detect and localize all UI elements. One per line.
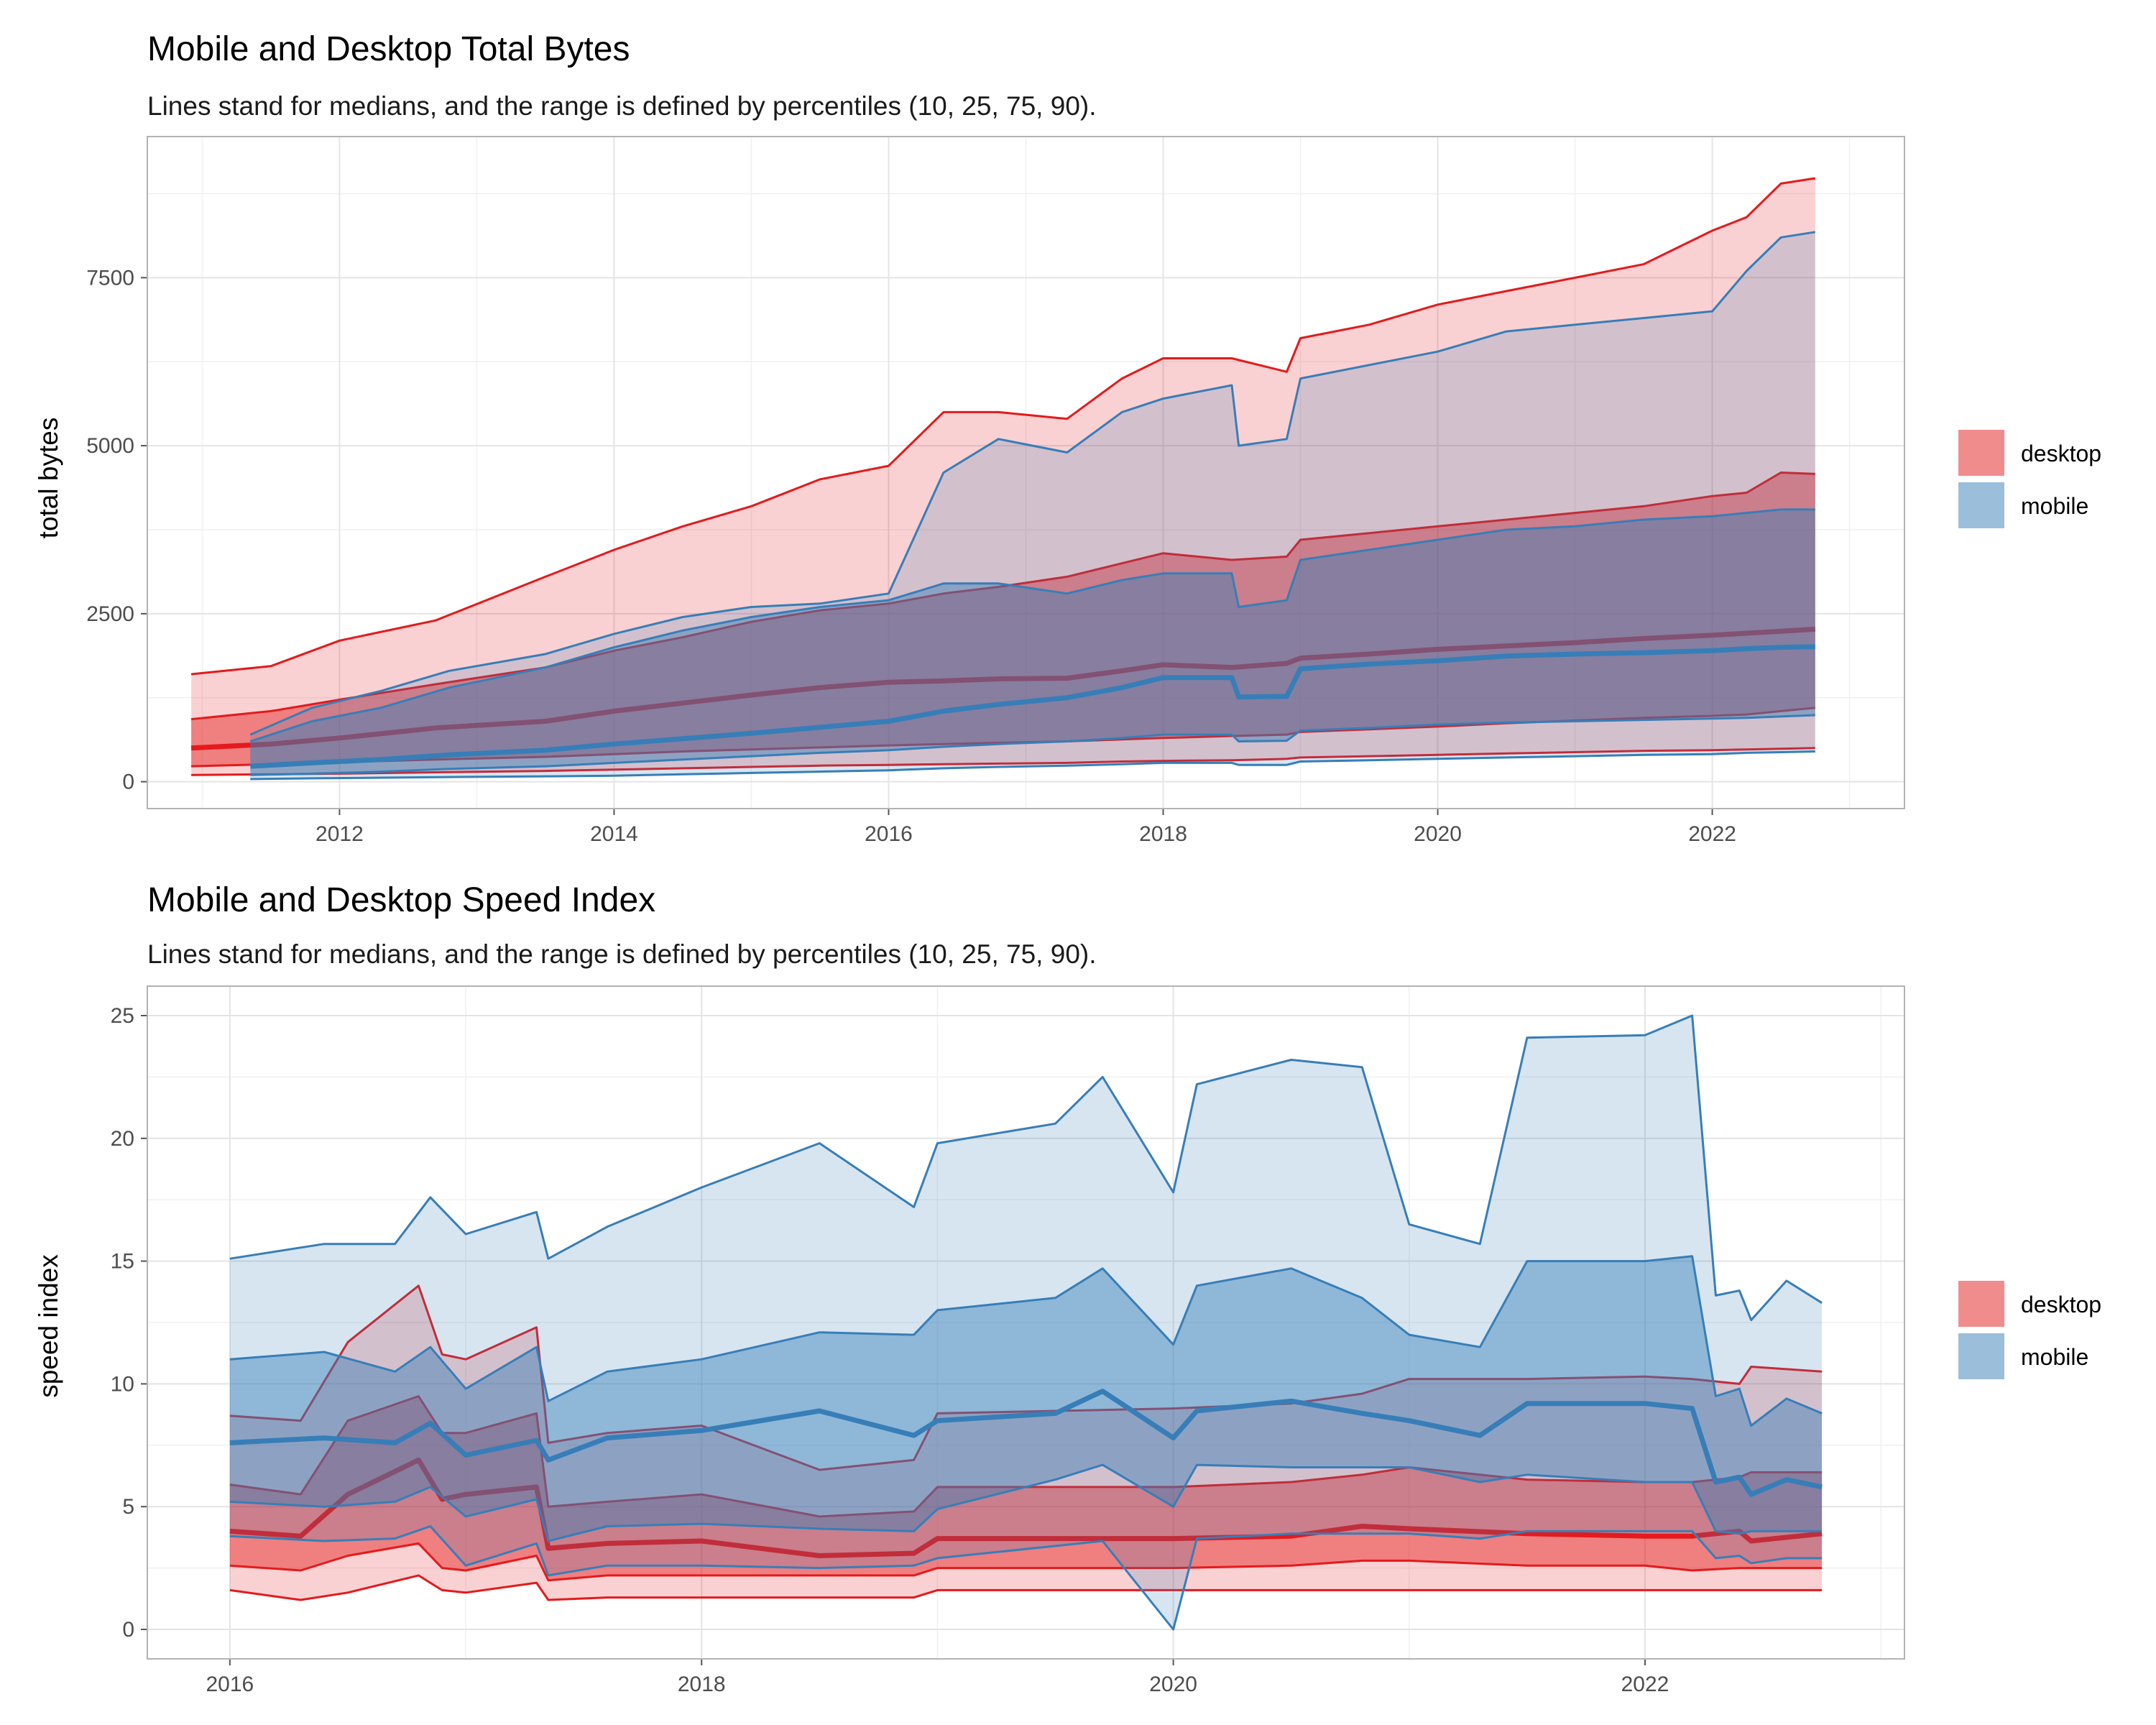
- percentile-line-p90-desktop: [229, 1284, 1823, 1471]
- percentile-line-p25-mobile: [229, 1463, 1823, 1542]
- chart-subtitle: Lines stand for medians, and the range i…: [147, 939, 1097, 969]
- percentile-line-p25-desktop: [229, 1542, 1823, 1582]
- legend: desktop mobile: [1958, 1281, 2101, 1379]
- band-p10-p90-mobile: [250, 231, 1815, 779]
- x-tick-label: 2018: [678, 1673, 726, 1696]
- plot-panel: 2012 2014 2016 2018 2020 2022 0 2500 5000 7500: [86, 136, 1905, 846]
- x-tick-label: 2020: [1149, 1673, 1197, 1696]
- band-p10-p90-desktop: [191, 178, 1815, 776]
- y-tick-label: 25: [111, 1004, 134, 1028]
- y-tick-label: 0: [122, 1618, 134, 1642]
- band-p25-p75-desktop: [191, 472, 1815, 767]
- x-tick-label: 2016: [206, 1673, 254, 1696]
- legend-key-desktop: [1958, 430, 2004, 476]
- percentile-line-p10-desktop: [229, 1574, 1823, 1601]
- x-tick-label: 2022: [1688, 822, 1736, 846]
- x-tick-label: 2018: [1139, 822, 1187, 846]
- chart-total-bytes: Mobile and Desktop Total Bytes Lines sta…: [34, 30, 2101, 846]
- percentile-line-p90-mobile: [249, 231, 1816, 736]
- legend-key-mobile: [1958, 482, 2004, 528]
- y-tick-label: 20: [111, 1127, 134, 1151]
- legend-label-desktop: desktop: [2021, 441, 2101, 466]
- percentile-line-p75-mobile: [249, 508, 1815, 742]
- percentile-line-p75-desktop: [190, 472, 1815, 721]
- y-tick-label: 15: [111, 1250, 134, 1274]
- y-tick-label: 10: [111, 1372, 134, 1396]
- x-tick-label: 2016: [865, 822, 913, 846]
- percentile-line-p10-desktop: [191, 747, 1815, 776]
- y-tick-label: 7500: [86, 266, 134, 290]
- plot-panel: 2016 2018 2020 2022 0 5 10 15 20 25: [111, 985, 1905, 1696]
- chart-speed-index: Mobile and Desktop Speed Index Lines sta…: [34, 881, 2101, 1696]
- median-line-desktop: [190, 626, 1816, 751]
- chart-subtitle: Lines stand for medians, and the range i…: [147, 91, 1097, 121]
- band-p10-p90-desktop: [229, 1285, 1823, 1600]
- percentile-line-p90-desktop: [190, 177, 1816, 676]
- x-tick-label: 2014: [590, 822, 638, 846]
- y-tick-label: 5: [122, 1495, 134, 1519]
- x-tick-label: 2022: [1621, 1673, 1669, 1696]
- legend-label-mobile: mobile: [2021, 1344, 2088, 1370]
- panel-border: [147, 985, 1905, 1660]
- y-tick-label: 5000: [86, 434, 134, 458]
- panel-border: [147, 136, 1905, 809]
- legend-label-desktop: desktop: [2021, 1292, 2101, 1317]
- y-axis-label: total bytes: [34, 418, 63, 539]
- legend-label-mobile: mobile: [2021, 493, 2088, 519]
- y-axis-label: speed index: [34, 1254, 63, 1398]
- band-p25-p75-mobile: [250, 509, 1815, 776]
- chart-title: Mobile and Desktop Total Bytes: [147, 30, 630, 68]
- legend-key-desktop: [1958, 1281, 2004, 1327]
- band-p10-p90-mobile: [229, 1016, 1823, 1629]
- legend-key-mobile: [1958, 1333, 2004, 1379]
- percentile-line-p10-mobile: [229, 1525, 1823, 1631]
- percentile-line-p25-mobile: [250, 714, 1815, 776]
- legend: desktop mobile: [1958, 430, 2101, 528]
- x-tick-label: 2012: [315, 822, 364, 846]
- x-tick-label: 2020: [1414, 822, 1462, 846]
- percentile-line-p75-mobile: [229, 1255, 1823, 1427]
- percentile-line-p90-mobile: [229, 1014, 1823, 1322]
- percentile-line-p10-mobile: [250, 750, 1815, 781]
- chart-title: Mobile and Desktop Speed Index: [147, 881, 655, 919]
- median-line-mobile: [250, 644, 1815, 769]
- y-tick-label: 2500: [86, 602, 134, 626]
- percentile-line-p25-desktop: [191, 707, 1815, 768]
- y-tick-label: 0: [122, 770, 134, 794]
- median-line-mobile: [229, 1389, 1823, 1497]
